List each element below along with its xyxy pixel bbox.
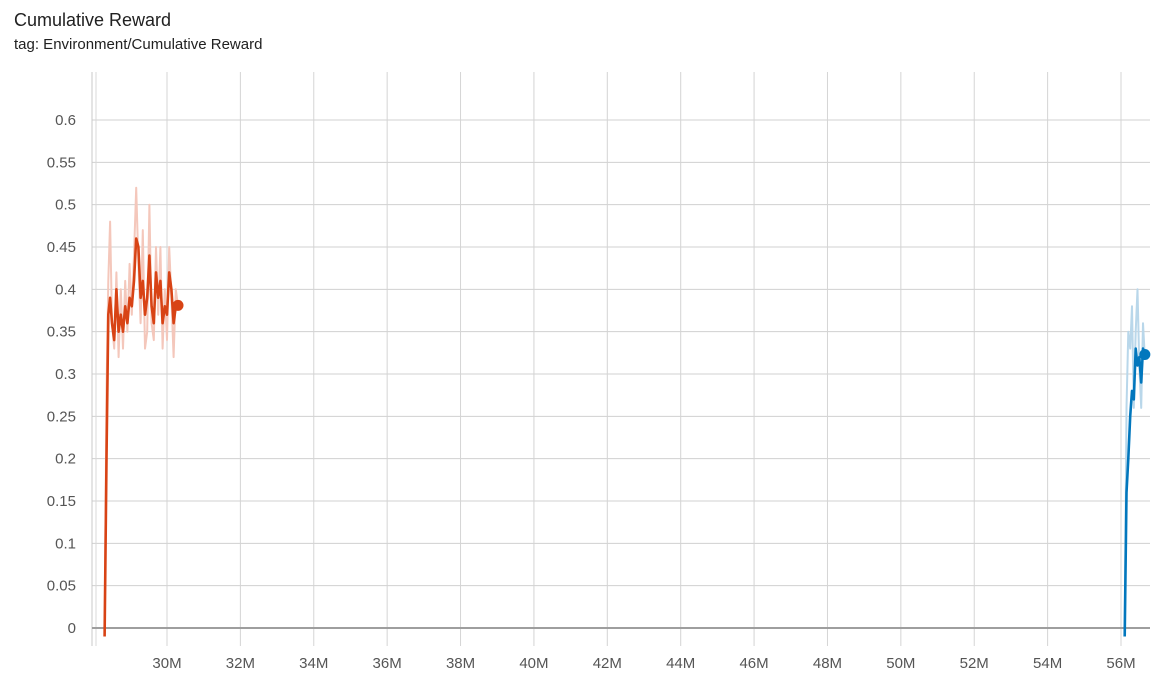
x-tick-label: 44M xyxy=(666,655,695,672)
x-tick-label: 52M xyxy=(960,655,989,672)
y-tick-label: 0.45 xyxy=(47,239,76,256)
y-tick-label: 0.35 xyxy=(47,324,76,341)
y-tick-label: 0.2 xyxy=(55,451,76,468)
y-tick-label: 0.6 xyxy=(55,112,76,129)
x-tick-label: 48M xyxy=(813,655,842,672)
y-tick-label: 0.3 xyxy=(55,366,76,383)
x-tick-label: 38M xyxy=(446,655,475,672)
y-tick-label: 0.15 xyxy=(47,493,76,510)
x-tick-label: 36M xyxy=(373,655,402,672)
x-tick-label: 42M xyxy=(593,655,622,672)
grid-layer xyxy=(92,72,1150,646)
y-tick-label: 0.1 xyxy=(55,535,76,552)
series-layer xyxy=(103,186,1151,637)
x-tick-label: 34M xyxy=(299,655,328,672)
y-tick-label: 0.05 xyxy=(47,578,76,595)
y-tick-label: 0.55 xyxy=(47,154,76,171)
y-tick-label: 0.4 xyxy=(55,281,76,298)
x-tick-label: 46M xyxy=(739,655,768,672)
series-1-last-point xyxy=(1139,349,1151,361)
x-tick-label: 50M xyxy=(886,655,915,672)
x-tick-label: 30M xyxy=(152,655,181,672)
chart-title: Cumulative Reward xyxy=(14,10,172,30)
tick-label-layer: 0 0.05 0.1 0.15 0.2 0.25 0.3 0.35 0.4 0.45 0.5 0.55… xyxy=(47,112,1136,672)
x-tick-label: 32M xyxy=(226,655,255,672)
x-tick-label: 40M xyxy=(519,655,548,672)
y-tick-label: 0.25 xyxy=(47,408,76,425)
chart-tag-subtitle: tag: Environment/Cumulative Reward xyxy=(14,36,263,53)
series-1-smoothed-line xyxy=(1123,347,1147,637)
x-tick-label: 56M xyxy=(1106,655,1135,672)
axis-layer xyxy=(91,72,1150,646)
series-0-last-point xyxy=(172,299,184,311)
y-tick-label: 0.5 xyxy=(55,197,76,214)
x-tick-label: 54M xyxy=(1033,655,1062,672)
series-0-smoothed-line xyxy=(103,237,179,637)
y-tick-label: 0 xyxy=(68,620,76,637)
